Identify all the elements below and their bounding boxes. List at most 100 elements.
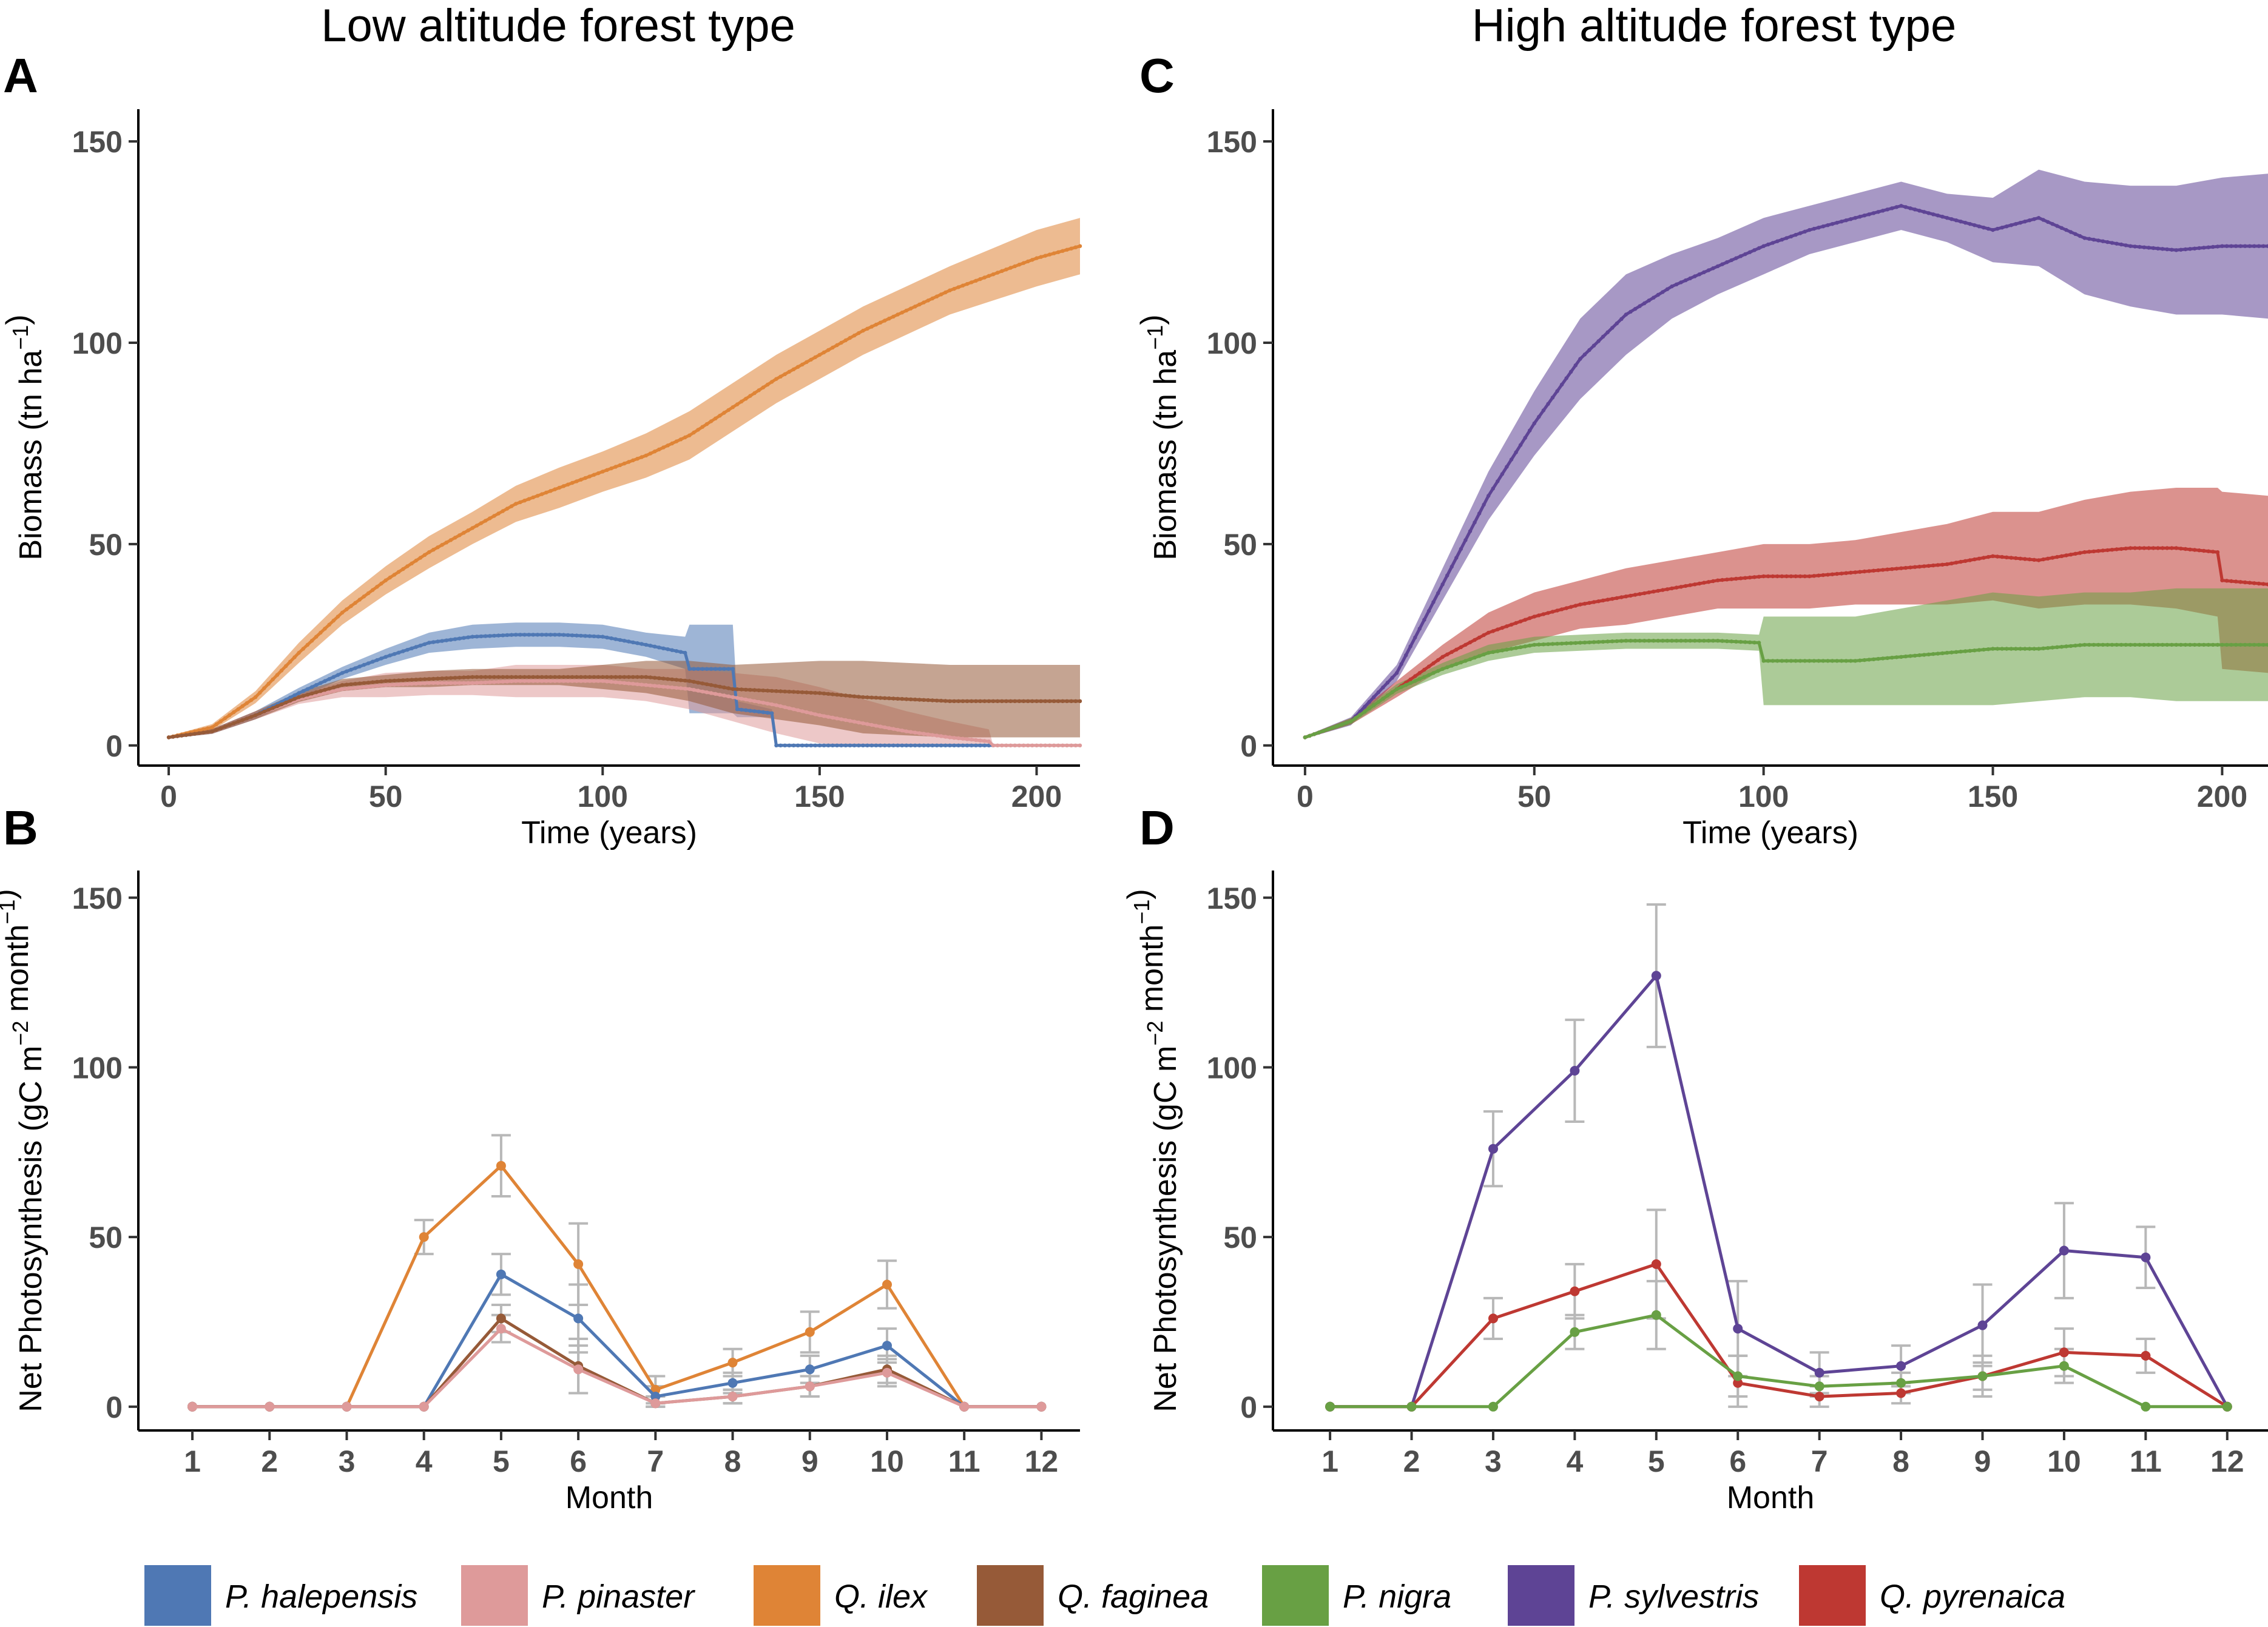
data-point	[922, 300, 926, 305]
data-point	[1770, 241, 1775, 245]
data-point	[1036, 1401, 1047, 1412]
data-point	[2018, 556, 2023, 561]
data-point	[887, 743, 891, 748]
data-point	[640, 642, 644, 646]
data-point	[436, 681, 440, 685]
data-point	[1954, 218, 1959, 223]
errorbars-p-nigra	[1565, 1279, 2074, 1398]
data-point	[1073, 743, 1078, 748]
data-point	[970, 699, 974, 704]
data-point	[1982, 226, 1986, 230]
data-point	[305, 693, 310, 697]
data-point	[1715, 639, 1720, 643]
data-point	[2014, 222, 2018, 226]
data-point	[1056, 250, 1061, 254]
data-point	[2046, 646, 2050, 650]
data-point	[839, 743, 843, 748]
data-point	[414, 558, 418, 563]
data-point	[427, 677, 431, 681]
data-point	[1550, 642, 1555, 646]
data-point	[457, 675, 462, 680]
data-point	[2165, 247, 2169, 252]
data-point	[319, 689, 323, 693]
data-point	[1738, 639, 1743, 644]
data-point	[1550, 610, 1555, 614]
data-point	[1546, 611, 1550, 615]
data-point	[687, 667, 692, 671]
data-point	[900, 311, 905, 315]
data-point	[484, 675, 488, 679]
data-point	[1757, 246, 1761, 251]
data-point	[553, 633, 557, 637]
data-point	[1954, 561, 1959, 565]
data-point	[748, 394, 752, 398]
data-point	[670, 677, 674, 682]
data-point	[345, 682, 349, 687]
legend-swatch	[1508, 1565, 1574, 1626]
data-point	[357, 664, 362, 669]
data-point	[1317, 730, 1321, 735]
data-point	[201, 727, 206, 732]
data-point	[366, 661, 371, 665]
data-point	[1633, 307, 1638, 311]
data-point	[718, 693, 722, 697]
data-point	[1523, 644, 1527, 648]
data-point	[544, 490, 548, 495]
data-point	[579, 633, 583, 638]
data-point	[1376, 690, 1380, 695]
data-point	[974, 278, 978, 283]
x-tick-label: 4	[416, 1444, 433, 1478]
data-point	[1406, 1401, 1417, 1412]
data-point	[457, 681, 462, 685]
data-point	[2124, 547, 2128, 551]
data-point	[1656, 292, 1660, 297]
data-point	[974, 699, 978, 704]
data-point	[527, 633, 531, 637]
data-point	[913, 697, 917, 702]
data-point	[309, 692, 314, 696]
data-point	[457, 533, 462, 537]
data-point	[2077, 643, 2082, 647]
data-point	[444, 541, 448, 545]
data-point	[2073, 551, 2077, 556]
x-tick-label: 150	[794, 780, 845, 814]
data-point	[2151, 546, 2156, 550]
data-point	[1890, 206, 1894, 211]
x-tick-label: 9	[802, 1444, 818, 1478]
x-tick-label: 100	[578, 780, 628, 814]
data-point	[596, 471, 601, 476]
data-point	[831, 715, 835, 720]
data-point	[2009, 556, 2013, 560]
data-point	[2064, 227, 2068, 232]
data-point	[627, 675, 631, 679]
data-point	[583, 679, 587, 683]
data-point	[592, 679, 596, 683]
data-point	[839, 717, 843, 721]
data-point	[1569, 605, 1573, 609]
data-point	[514, 502, 518, 506]
data-point	[2156, 642, 2160, 647]
legend-swatch	[1799, 1565, 1866, 1626]
legend-label: Q. pyrenaica	[1880, 1578, 2065, 1615]
data-point	[2000, 554, 2004, 559]
data-point	[1426, 673, 1431, 677]
data-point	[609, 636, 613, 641]
data-point	[2091, 549, 2096, 554]
data-point	[800, 709, 805, 713]
data-point	[366, 591, 371, 596]
data-point	[731, 687, 735, 692]
data-point	[305, 687, 310, 692]
data-point	[2170, 642, 2174, 647]
data-point	[913, 730, 917, 735]
data-point	[2183, 547, 2188, 551]
data-point	[422, 677, 427, 681]
data-point	[1679, 639, 1683, 643]
data-point	[414, 681, 418, 686]
y-tick-label: 150	[1207, 881, 1257, 915]
data-point	[323, 627, 327, 631]
data-point	[479, 675, 484, 679]
data-point	[1021, 699, 1026, 704]
data-point	[817, 691, 822, 695]
data-point	[739, 696, 744, 701]
